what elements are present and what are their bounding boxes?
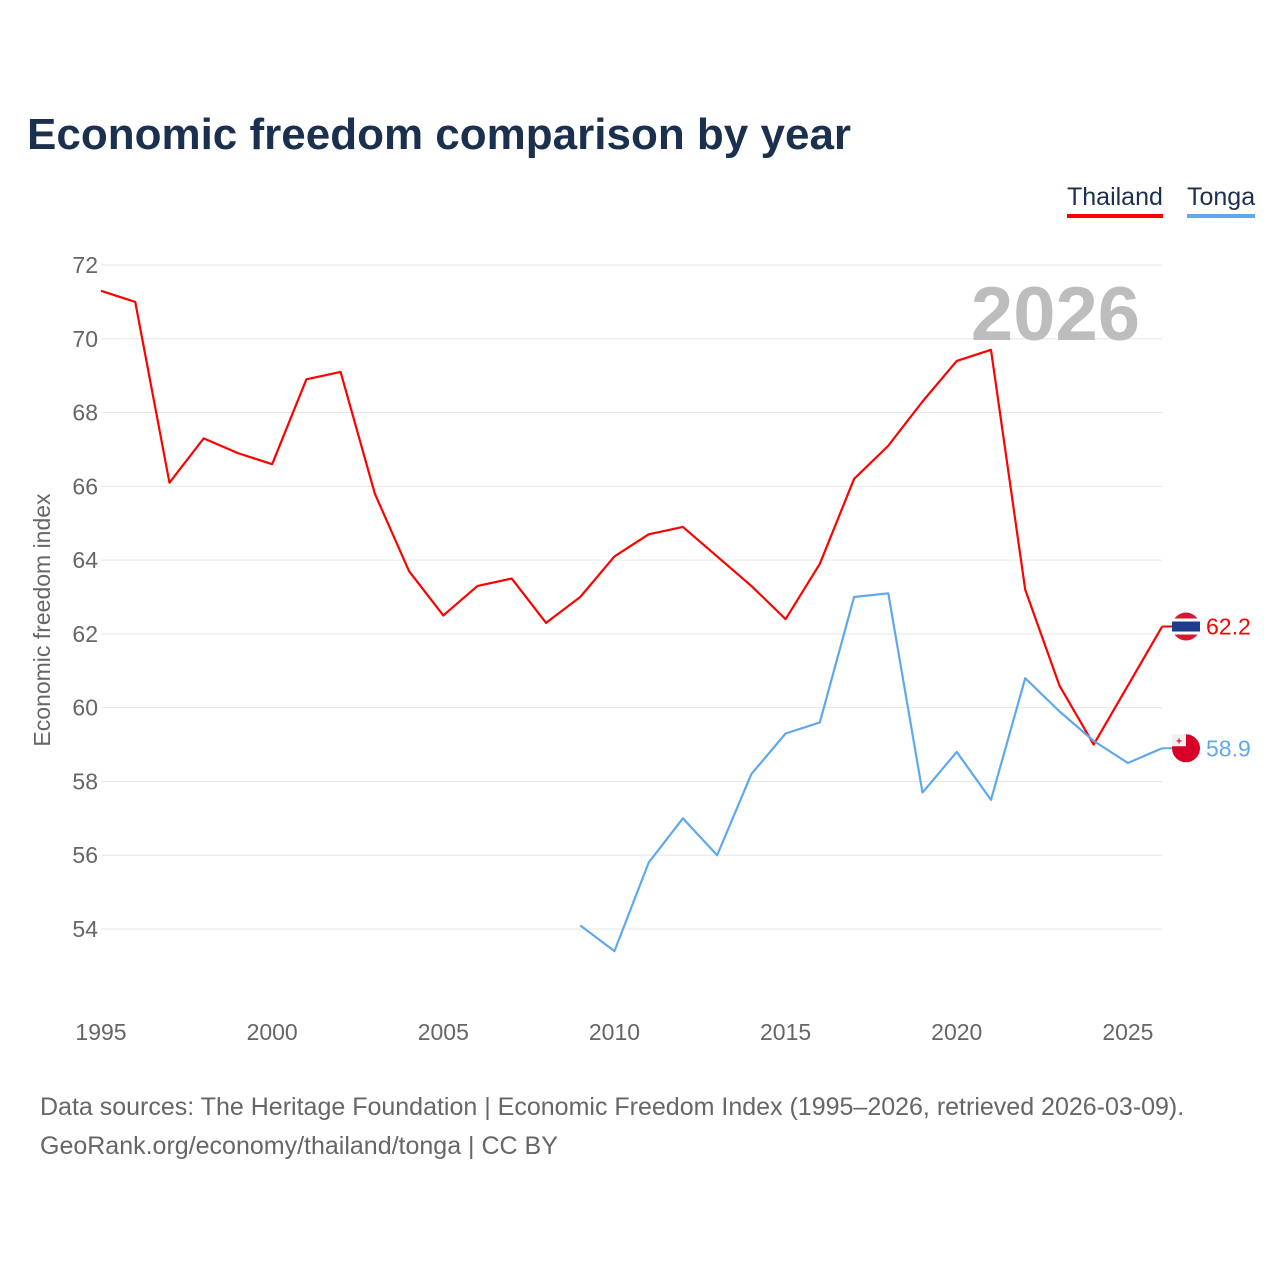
y-tick-label: 66 bbox=[72, 473, 98, 499]
flag-thailand-blue bbox=[1172, 621, 1200, 632]
y-tick-label: 72 bbox=[72, 252, 98, 278]
legend-tonga[interactable]: Tonga bbox=[1187, 183, 1256, 218]
series-line-tonga bbox=[579, 592, 1163, 953]
source-line-1: Data sources: The Heritage Foundation | … bbox=[40, 1093, 1185, 1121]
y-tick-label: 54 bbox=[72, 916, 98, 942]
legend-thailand[interactable]: Thailand bbox=[1067, 183, 1163, 218]
y-axis-label: Economic freedom index bbox=[29, 493, 55, 747]
series-line-thailand bbox=[100, 289, 1164, 746]
end-value-label: 62.2 bbox=[1206, 614, 1251, 640]
data-source: Data sources: The Heritage Foundation | … bbox=[40, 1088, 1184, 1166]
year-label: 2026 bbox=[971, 272, 1140, 357]
x-tick-label: 2025 bbox=[1102, 1019, 1153, 1045]
flag-tonga-canton bbox=[1172, 734, 1186, 747]
x-tick-label: 2005 bbox=[418, 1019, 469, 1045]
y-tick-label: 56 bbox=[72, 842, 98, 868]
x-tick-label: 2000 bbox=[247, 1019, 298, 1045]
page-title: Economic freedom comparison by year bbox=[27, 110, 852, 159]
y-tick-label: 58 bbox=[72, 768, 98, 794]
y-tick-label: 60 bbox=[72, 695, 98, 721]
x-tick-label: 2015 bbox=[760, 1019, 811, 1045]
y-tick-label: 62 bbox=[72, 621, 98, 647]
y-tick-label: 68 bbox=[72, 400, 98, 426]
flag-tonga-cross: + bbox=[1176, 736, 1182, 747]
x-tick-label: 2020 bbox=[931, 1019, 982, 1045]
x-tick-label: 2010 bbox=[589, 1019, 640, 1045]
end-value-label: 58.9 bbox=[1206, 735, 1251, 761]
source-line-2[interactable]: GeoRank.org/economy/thailand/tonga | CC … bbox=[40, 1132, 558, 1160]
x-tick-label: 1995 bbox=[75, 1019, 126, 1045]
y-tick-label: 64 bbox=[72, 547, 98, 573]
y-tick-label: 70 bbox=[72, 326, 98, 352]
